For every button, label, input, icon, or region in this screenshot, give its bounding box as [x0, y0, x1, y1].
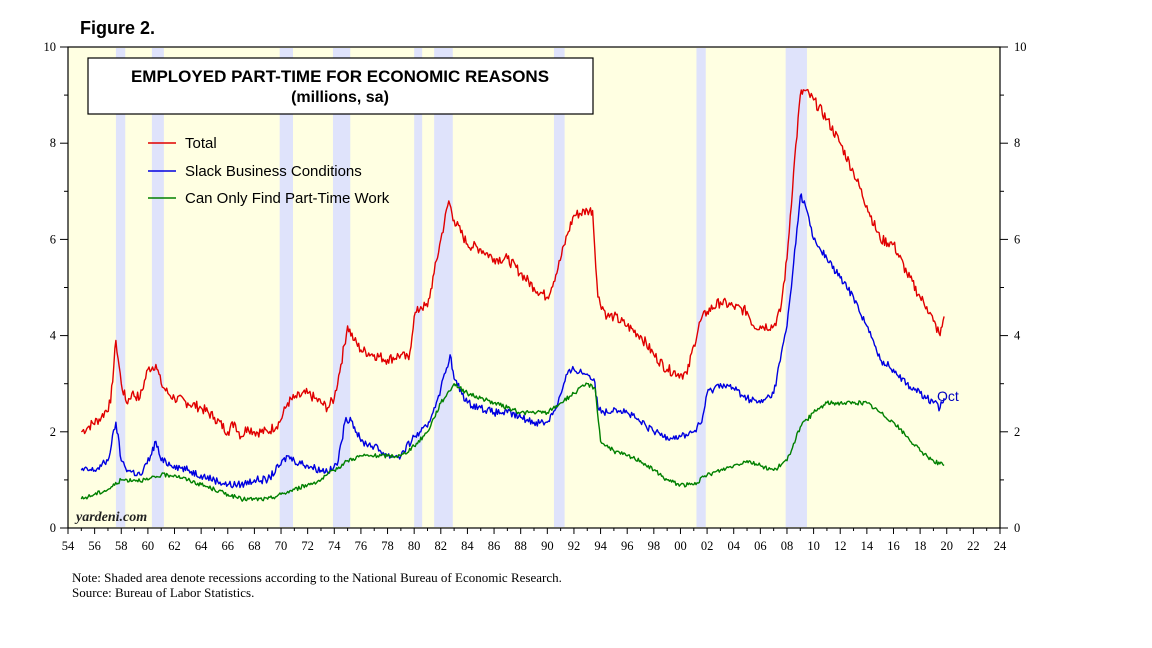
y-tick-label-left: 0	[50, 521, 56, 535]
x-tick-label: 00	[674, 539, 687, 553]
note-recessions: Note: Shaded area denote recessions acco…	[72, 570, 562, 585]
x-tick-label: 62	[168, 539, 181, 553]
x-tick-label: 80	[408, 539, 421, 553]
series-line-2	[80, 382, 945, 502]
y-tick-label-right: 2	[1014, 425, 1020, 439]
x-tick-label: 94	[594, 539, 607, 553]
series-line-1	[80, 193, 945, 489]
y-tick-label-right: 8	[1014, 136, 1020, 150]
x-tick-label: 04	[727, 539, 740, 553]
y-tick-label-right: 6	[1014, 232, 1020, 246]
legend: Total Slack Business Conditions Can Only…	[148, 135, 390, 207]
figure-label: Figure 2.	[80, 18, 156, 38]
title-box	[87, 57, 594, 115]
chart-title: EMPLOYED PART-TIME FOR ECONOMIC REASONS	[131, 67, 549, 86]
x-tick-label: 74	[328, 539, 341, 553]
recession-band-7	[696, 48, 706, 527]
series-lines	[80, 88, 945, 502]
x-tick-label: 02	[701, 539, 714, 553]
x-tick-label: 86	[488, 539, 501, 553]
x-tick-label: 88	[514, 539, 527, 553]
y-tick-label-left: 6	[50, 232, 56, 246]
x-tick-label: 76	[355, 539, 368, 553]
recession-band-0	[115, 48, 126, 527]
x-tick-label: 78	[381, 539, 394, 553]
y-tick-label-left: 2	[50, 425, 56, 439]
legend-label-slack: Slack Business Conditions	[185, 163, 362, 180]
legend-label-parttime: Can Only Find Part-Time Work	[185, 190, 390, 207]
y-tick-label-left: 4	[50, 329, 57, 343]
x-tick-label: 84	[461, 539, 474, 553]
y-tick-label-right: 4	[1014, 329, 1021, 343]
x-tick-label: 72	[301, 539, 314, 553]
x-tick-label: 22	[967, 539, 980, 553]
x-tick-label: 56	[88, 539, 101, 553]
x-tick-label: 20	[940, 539, 953, 553]
x-tick-label: 14	[861, 539, 874, 553]
recession-band-1	[151, 48, 164, 527]
end-annotation: Oct	[937, 388, 959, 404]
x-tick-label: 24	[994, 539, 1007, 553]
x-tick-label: 66	[222, 539, 235, 553]
y-tick-label-right: 0	[1014, 521, 1020, 535]
x-tick-label: 90	[541, 539, 554, 553]
y-tick-label-right: 10	[1014, 40, 1027, 54]
x-tick-label: 68	[248, 539, 261, 553]
x-tick-label: 08	[781, 539, 794, 553]
y-tick-label-left: 10	[44, 40, 57, 54]
x-tick-label: 92	[568, 539, 581, 553]
x-tick-label: 70	[275, 539, 288, 553]
recession-band-6	[553, 48, 565, 527]
x-tick-label: 58	[115, 539, 128, 553]
x-tick-label: 98	[648, 539, 661, 553]
recession-band-5	[434, 48, 453, 527]
x-tick-label: 10	[807, 539, 820, 553]
recession-bands	[115, 48, 807, 527]
x-tick-label: 16	[887, 539, 900, 553]
series-line-0	[80, 88, 945, 440]
note-source: Source: Bureau of Labor Statistics.	[72, 585, 255, 600]
x-tick-label: 82	[435, 539, 448, 553]
legend-label-total: Total	[185, 135, 217, 152]
x-tick-label: 60	[142, 539, 155, 553]
recession-band-4	[414, 48, 423, 527]
y-tick-label-left: 8	[50, 136, 56, 150]
recession-band-8	[785, 48, 807, 527]
x-tick-label: 54	[62, 539, 75, 553]
x-tick-label: 06	[754, 539, 767, 553]
notes: Note: Shaded area denote recessions acco…	[72, 570, 562, 600]
recession-band-2	[279, 48, 294, 527]
x-tick-label: 18	[914, 539, 927, 553]
recession-band-3	[332, 48, 351, 527]
chart-subtitle: (millions, sa)	[291, 89, 389, 106]
x-tick-label: 12	[834, 539, 847, 553]
axes: 54 56 58 60 62 64 66 68 70 72 74 76 78 80 82 84 86 88 90 92…	[44, 40, 1027, 553]
watermark: yardeni.com	[74, 510, 147, 525]
x-tick-label: 96	[621, 539, 634, 553]
chart: 54 56 58 60 62 64 66 68 70 72 74 76 78 80 82 84 86 88 90 92…	[44, 40, 1027, 553]
x-tick-label: 64	[195, 539, 208, 553]
